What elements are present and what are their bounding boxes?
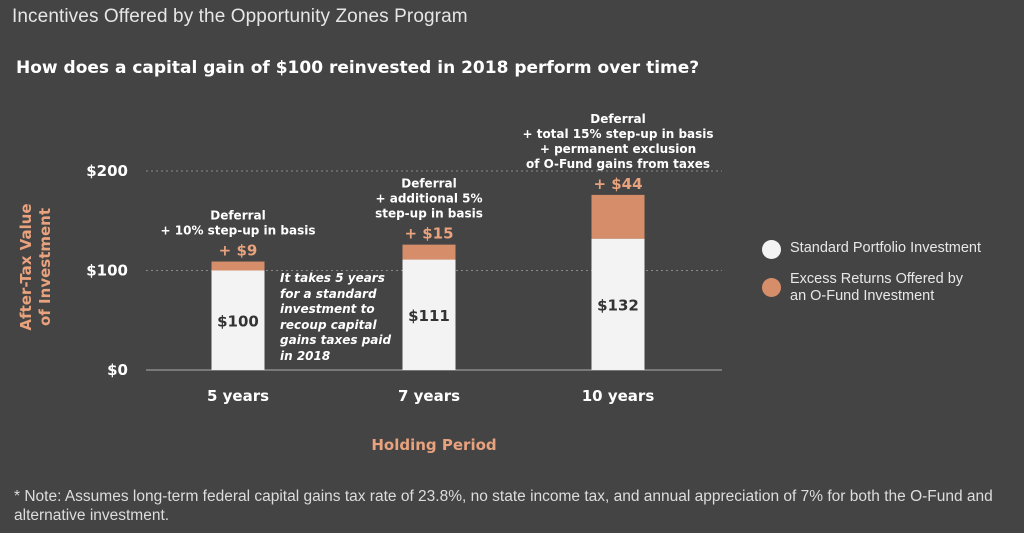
y-tick-label: $100 (86, 262, 128, 280)
legend-label-excess: Excess Returns Offered by an O-Fund Inve… (790, 271, 964, 304)
legend: Standard Portfolio Investment Excess Ret… (762, 240, 981, 319)
bar-standard (211, 270, 265, 370)
bar-note-line: + additional 5% (375, 192, 482, 206)
y-tick-label: $200 (86, 162, 128, 180)
bar-note-line: of O-Fund gains from taxes (526, 157, 710, 171)
legend-label-standard: Standard Portfolio Investment (790, 240, 982, 256)
chart-question: How does a capital gain of $100 reinvest… (16, 58, 700, 78)
bar-value-label: $111 (408, 307, 450, 325)
x-tick-label: 10 years (582, 387, 655, 405)
x-tick-label: 5 years (207, 387, 269, 405)
bar-standard (591, 238, 645, 370)
bar-excess-label: + $44 (593, 175, 642, 193)
bar-excess-label: + $15 (404, 225, 453, 243)
bar-note-line: Deferral (590, 112, 646, 126)
chart-annotation: It takes 5 years for a standard investme… (280, 271, 392, 363)
bar-value-label: $132 (597, 296, 639, 314)
bar-note-line: + permanent exclusion (540, 142, 696, 156)
x-tick-label: 7 years (398, 387, 460, 405)
bar-note-line: step-up in basis (375, 207, 483, 221)
y-axis-label-line: After-Tax Value (17, 203, 35, 330)
bar-note-line: Deferral (401, 177, 457, 191)
bar-note-line: Deferral (210, 209, 266, 223)
bar-value-label: $100 (217, 312, 259, 330)
y-tick-label: $0 (107, 361, 128, 379)
y-axis-label: After-Tax Valueof Investment (17, 203, 54, 330)
bar-note-line: + 10% step-up in basis (161, 224, 316, 238)
page-title: Incentives Offered by the Opportunity Zo… (12, 6, 468, 27)
bar-excess (402, 244, 456, 260)
legend-item-standard: Standard Portfolio Investment (762, 240, 982, 259)
bar-excess (211, 261, 265, 271)
footnote: * Note: Assumes long-term federal capita… (14, 488, 993, 524)
bar-excess-label: + $9 (219, 242, 258, 260)
legend-swatch-standard (762, 240, 781, 259)
legend-swatch-excess (762, 278, 781, 297)
bar-note-line: + total 15% step-up in basis (522, 127, 713, 141)
bar-standard (402, 259, 456, 370)
y-axis-label-line: of Investment (36, 208, 54, 326)
x-axis-label: Holding Period (371, 436, 496, 454)
legend-item-excess: Excess Returns Offered by an O-Fund Inve… (762, 271, 981, 305)
bar-excess (591, 194, 645, 239)
